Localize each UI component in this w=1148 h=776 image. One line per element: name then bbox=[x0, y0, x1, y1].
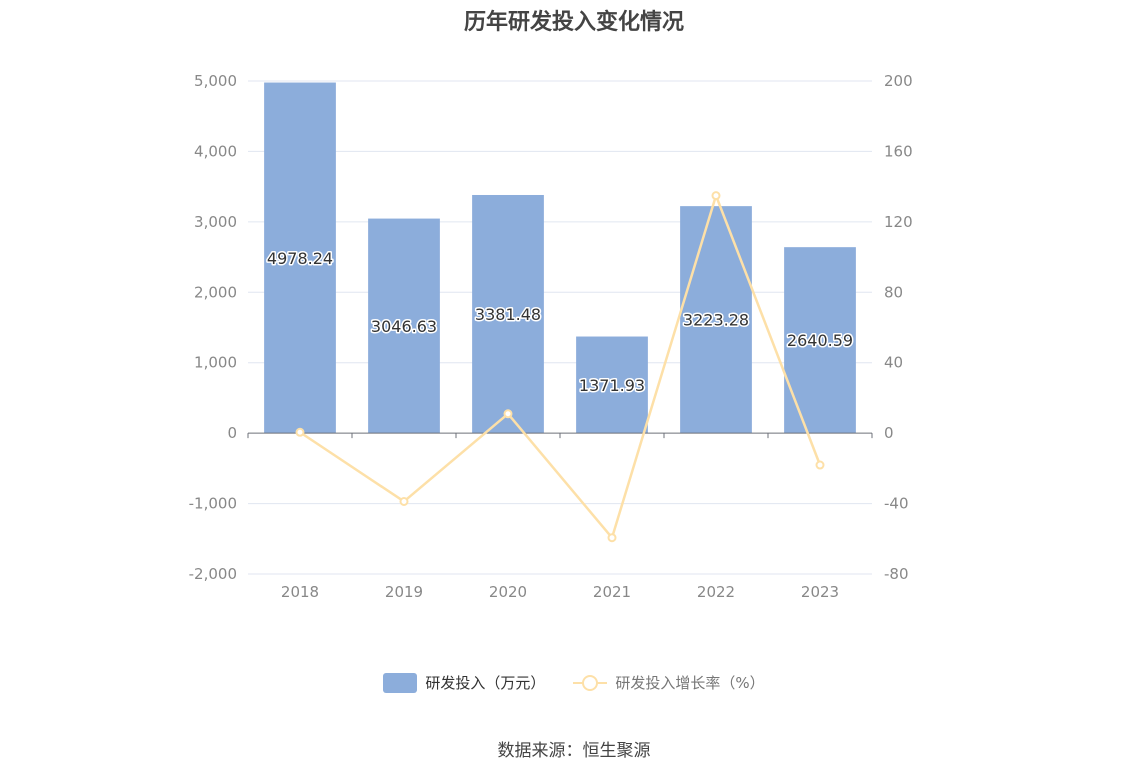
x-tick-label: 2023 bbox=[801, 583, 839, 601]
left-y-axis: -2,000 -1,000 0 1,000 2,000 3,000 4,000 5,000 bbox=[189, 72, 237, 583]
right-tick-label: -80 bbox=[884, 565, 909, 583]
growth-rate-point bbox=[399, 496, 409, 506]
x-axis: 2018 2019 2020 2021 2022 2023 bbox=[247, 432, 873, 601]
bar-value-label: 3046.63 bbox=[371, 317, 437, 336]
right-tick-label: 0 bbox=[884, 424, 894, 442]
x-tick-label: 2018 bbox=[281, 583, 319, 601]
x-tick-label: 2022 bbox=[697, 583, 735, 601]
bar-value-label: 3381.48 bbox=[475, 305, 541, 324]
bar-value-label: 2640.59 bbox=[787, 331, 853, 350]
legend-label-growth-rate: 研发投入增长率（%） bbox=[615, 674, 765, 692]
bar-series bbox=[264, 82, 856, 434]
growth-rate-point bbox=[295, 427, 305, 437]
bar bbox=[680, 206, 752, 434]
line-series bbox=[295, 191, 825, 543]
growth-rate-point bbox=[815, 460, 825, 470]
growth-rate-point bbox=[711, 191, 721, 201]
bar-value-label: 4978.24 bbox=[267, 249, 333, 268]
source-note: 数据来源：恒生聚源 bbox=[497, 741, 651, 761]
right-tick-label: 40 bbox=[884, 354, 903, 372]
legend-label-rd-investment: 研发投入（万元） bbox=[425, 674, 546, 692]
left-tick-label: 3,000 bbox=[194, 213, 237, 231]
right-tick-label: -40 bbox=[884, 495, 909, 513]
legend-bar-swatch bbox=[383, 672, 418, 693]
left-tick-label: 4,000 bbox=[194, 142, 237, 160]
legend-line-swatch bbox=[573, 673, 608, 693]
legend: 研发投入（万元） 研发投入增长率（%） bbox=[0, 672, 1148, 693]
growth-rate-line bbox=[299, 194, 822, 539]
bar-data-labels: 4978.24 3046.63 3381.48 1371.93 3223.28 2640.… bbox=[265, 247, 854, 396]
right-tick-label: 160 bbox=[884, 142, 913, 160]
right-y-axis: -80 -40 0 40 80 120 160 200 bbox=[884, 72, 913, 583]
right-tick-label: 200 bbox=[884, 72, 913, 90]
x-tick-label: 2019 bbox=[385, 583, 423, 601]
bar bbox=[576, 336, 648, 434]
bar-value-label: 1371.93 bbox=[579, 376, 645, 395]
grid-lines bbox=[248, 80, 872, 575]
left-tick-label: -1,000 bbox=[189, 495, 237, 513]
bar bbox=[368, 218, 440, 434]
left-tick-label: 2,000 bbox=[194, 283, 237, 301]
right-tick-label: 120 bbox=[884, 213, 913, 231]
left-tick-label: 5,000 bbox=[194, 72, 237, 90]
left-tick-label: 1,000 bbox=[194, 354, 237, 372]
x-tick-label: 2021 bbox=[593, 583, 631, 601]
bar bbox=[472, 194, 544, 434]
growth-rate-point bbox=[607, 533, 617, 543]
bar-value-label: 3223.28 bbox=[683, 311, 749, 330]
left-tick-label: -2,000 bbox=[189, 565, 237, 583]
chart-title: 历年研发投入变化情况 bbox=[463, 10, 684, 35]
growth-rate-point bbox=[503, 409, 513, 419]
chart-plot: -2,000 -1,000 0 1,000 2,000 3,000 4,000 5,000 -… bbox=[189, 72, 913, 601]
legend-item-growth-rate[interactable]: 研发投入增长率（%） bbox=[573, 672, 765, 693]
right-tick-label: 80 bbox=[884, 283, 903, 301]
x-tick-label: 2020 bbox=[489, 583, 527, 601]
left-tick-label: 0 bbox=[227, 424, 237, 442]
bar bbox=[264, 82, 336, 434]
legend-item-rd-investment[interactable]: 研发投入（万元） bbox=[383, 672, 545, 693]
